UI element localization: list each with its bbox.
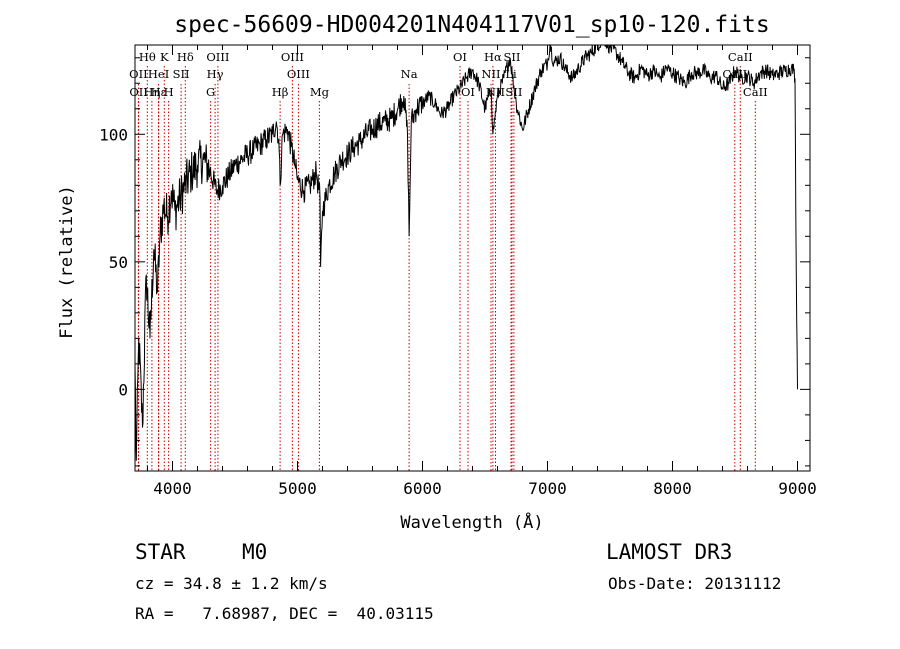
survey-name: LAMOST DR3 — [606, 540, 733, 564]
axis-ticks — [135, 45, 810, 471]
line-marker-label-5: Hη — [143, 85, 160, 99]
line-markers — [137, 66, 756, 471]
line-marker-label-15: OIII — [287, 67, 310, 81]
line-marker-label-18: OI — [453, 50, 467, 64]
y-tick-label-100: 100 — [99, 125, 128, 144]
line-marker-label-19: OI — [461, 85, 475, 99]
x-tick-label-4000: 4000 — [153, 479, 192, 498]
line-marker-label-13: Hβ — [272, 85, 289, 99]
x-tick-label-9000: 9000 — [778, 479, 817, 498]
line-marker-label-2: OII — [129, 85, 148, 99]
x-tick-label-6000: 6000 — [403, 479, 442, 498]
x-tick-label-5000: 5000 — [278, 479, 317, 498]
line-marker-label-12: G — [206, 85, 215, 99]
line-marker-label-8: SII — [173, 67, 190, 81]
line-marker-label-9: Hδ — [177, 50, 194, 64]
redshift-velocity: cz = 34.8 ± 1.2 km/s — [135, 574, 328, 593]
line-marker-label-17: Na — [401, 67, 418, 81]
chart-title: spec-56609-HD004201N404117V01_sp10-120.f… — [174, 12, 769, 38]
x-tick-label-7000: 7000 — [528, 479, 567, 498]
line-marker-label-4: Hε — [151, 85, 167, 99]
line-marker-label-14: OIII — [281, 50, 304, 64]
object-class: STAR — [135, 540, 186, 564]
line-marker-label-1: OII — [129, 67, 148, 81]
x-tick-label-8000: 8000 — [653, 479, 692, 498]
line-marker-label-11: Hγ — [207, 67, 224, 81]
line-marker-label-0: Hθ — [139, 50, 156, 64]
line-marker-label-16: Mg — [310, 85, 330, 99]
line-marker-label-21: NII — [481, 67, 500, 81]
coordinates: RA = 7.68987, DEC = 40.03115 — [135, 604, 434, 623]
spectrum-line — [134, 44, 798, 461]
y-tick-label-50: 50 — [109, 253, 128, 272]
line-marker-label-6: H — [164, 85, 174, 99]
axis-tick-labels: 4000 5000 6000 7000 8000 9000 0 50 100 — [99, 125, 817, 498]
line-marker-label-3: K — [160, 50, 169, 64]
line-marker-label-10: OIII — [206, 50, 229, 64]
observation-date: Obs-Date: 20131112 — [608, 574, 782, 593]
y-axis-label: Flux (relative) — [57, 185, 77, 339]
y-tick-label-0: 0 — [118, 380, 128, 399]
line-marker-label-26: CaII — [728, 50, 753, 64]
line-marker-label-20: Hα — [484, 50, 502, 64]
object-subclass: M0 — [242, 540, 268, 564]
line-marker-label-7: HeI — [148, 67, 169, 81]
x-axis-label: Wavelength (Å) — [400, 511, 543, 533]
plot-frame — [134, 44, 811, 472]
line-marker-label-28: CaII — [743, 85, 768, 99]
line-marker-label-24: SII — [504, 50, 521, 64]
